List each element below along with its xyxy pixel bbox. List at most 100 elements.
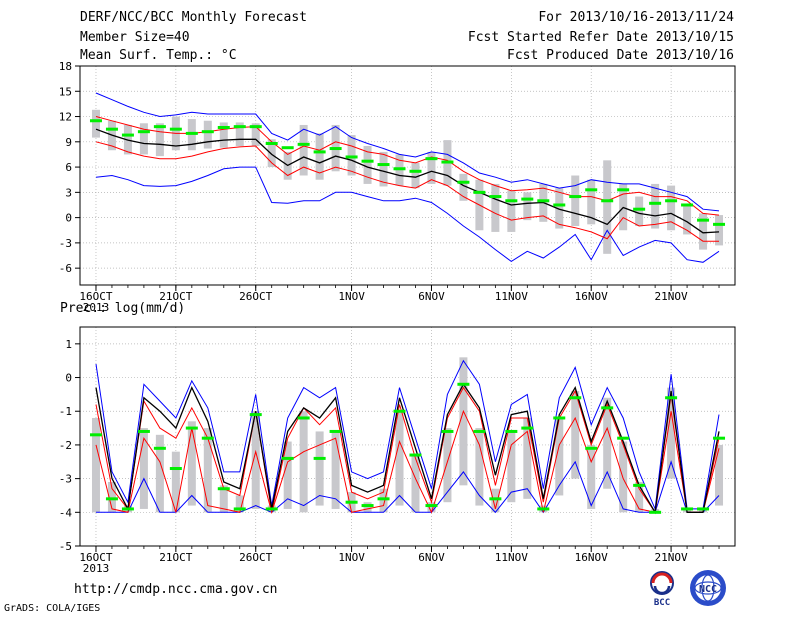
temp-spread-box — [235, 122, 244, 147]
precip-median-marker — [153, 446, 166, 450]
precip-spread-box — [475, 428, 484, 506]
precip-spread-box — [235, 495, 244, 513]
temp-xtick-label: 1NOV — [338, 290, 365, 303]
temp-spread-box — [427, 151, 436, 184]
temp-min-line — [95, 166, 720, 263]
precip-median-marker — [473, 429, 486, 433]
temp-spread-box — [267, 139, 276, 168]
precip-median-marker — [505, 429, 518, 433]
temp-median-marker — [153, 125, 166, 129]
precip-median-marker — [585, 446, 598, 450]
temp-mean-line — [95, 128, 720, 234]
temp-median-marker — [329, 147, 342, 151]
temp-median-marker — [633, 207, 646, 211]
precip-ytick-label: 0 — [65, 372, 72, 385]
precip-median-marker — [137, 429, 150, 433]
temp-spread-box — [155, 123, 164, 157]
precip-spread-box — [379, 488, 388, 513]
fcst-produced-date: Fcst Produced Date 2013/10/16 — [507, 48, 734, 63]
precip-spread-box — [523, 417, 532, 499]
precip-median-marker — [313, 456, 326, 460]
precip-median-marker — [121, 507, 134, 511]
temp-ytick-label: 9 — [65, 136, 72, 149]
precip-median-marker — [713, 436, 726, 440]
temp-spread-box — [491, 183, 500, 232]
precip-spread-box — [155, 434, 164, 513]
precip-spread-box — [427, 502, 436, 513]
precip-ytick-label: -5 — [59, 540, 72, 553]
precip-median-marker — [569, 396, 582, 400]
temp-median-marker — [697, 218, 710, 222]
temp-median-marker — [521, 197, 534, 201]
precip-median-marker — [409, 453, 422, 457]
temp-spread-box — [219, 122, 228, 148]
temp-spread-box — [667, 185, 676, 231]
precip-plot-frame — [79, 326, 736, 547]
precip-spread-box — [315, 431, 324, 506]
temp-spread-box — [203, 120, 212, 149]
temp-median-marker — [409, 169, 422, 173]
temp-median-marker — [537, 199, 550, 203]
ncc-logo-text: NCC — [699, 584, 717, 595]
temp-median-marker — [265, 141, 278, 145]
temp-median-marker — [553, 203, 566, 207]
temp-xtick-label: 16NOV — [575, 290, 608, 303]
temp-median-marker — [489, 195, 502, 199]
temp-median-marker — [281, 146, 294, 150]
precip-median-marker — [345, 500, 358, 504]
precip-median-marker — [521, 426, 534, 430]
precip-median-marker — [201, 436, 214, 440]
fcst-started-date: Fcst Started Refer Date 2013/10/15 — [467, 30, 734, 45]
temp-spread-box — [603, 160, 612, 254]
variable-label: Mean Surf. Temp.: °C — [80, 48, 237, 63]
temp-spread-box — [251, 123, 260, 147]
temp-median-marker — [105, 127, 118, 131]
precip-median-marker — [217, 487, 230, 491]
precip-ytick-label: -2 — [59, 439, 72, 452]
temp-std-upper-line — [95, 116, 720, 216]
precip-spread-box — [411, 455, 420, 513]
member-size: Member Size=40 — [80, 30, 190, 45]
temp-median-marker — [233, 125, 246, 129]
precip-median-marker — [169, 467, 182, 471]
precip-mean-line — [95, 383, 720, 515]
temp-ytick-label: 12 — [59, 111, 72, 124]
precip-median-marker — [633, 483, 646, 487]
precip-median-marker — [329, 429, 342, 433]
temp-xtick-label: 11NOV — [495, 290, 528, 303]
precip-spread-box — [715, 444, 724, 506]
precip-median-marker — [457, 382, 470, 386]
precip-year-label: 2013 — [83, 562, 110, 575]
temp-median-marker — [441, 160, 454, 164]
temp-spread-box — [91, 109, 100, 138]
temp-median-marker — [249, 125, 262, 129]
temp-median-marker — [457, 180, 470, 184]
temp-year-label: 2013 — [83, 301, 110, 314]
precip-xtick-label: 21OCT — [159, 551, 192, 564]
precip-spread-box — [187, 421, 196, 506]
precip-max-line — [95, 359, 720, 511]
temp-spread-box — [683, 204, 692, 235]
precip-spread-box — [395, 411, 404, 506]
temp-median-marker — [569, 195, 582, 199]
bcc-logo: BCC — [650, 571, 674, 608]
precip-spread-box — [331, 431, 340, 509]
precip-median-marker — [681, 507, 694, 511]
precip-median-marker — [249, 413, 262, 417]
precip-spread-box — [587, 444, 596, 509]
precip-spread-box — [139, 428, 148, 509]
precip-xtick-label: 26OCT — [239, 551, 272, 564]
temp-spread-box — [379, 151, 388, 187]
precip-median-marker — [617, 436, 630, 440]
precip-median-marker — [441, 429, 454, 433]
temp-median-marker — [297, 142, 310, 146]
precip-median-marker — [361, 504, 374, 508]
temp-ytick-label: 6 — [65, 161, 72, 174]
temp-median-marker — [505, 199, 518, 203]
temp-spread-box — [635, 196, 644, 227]
precip-median-marker — [537, 507, 550, 511]
temp-median-marker — [201, 130, 214, 134]
source-url[interactable]: http://cmdp.ncc.cma.gov.cn — [74, 582, 278, 597]
precip-xtick-label: 6NOV — [418, 551, 445, 564]
precip-spread-box — [251, 411, 260, 509]
